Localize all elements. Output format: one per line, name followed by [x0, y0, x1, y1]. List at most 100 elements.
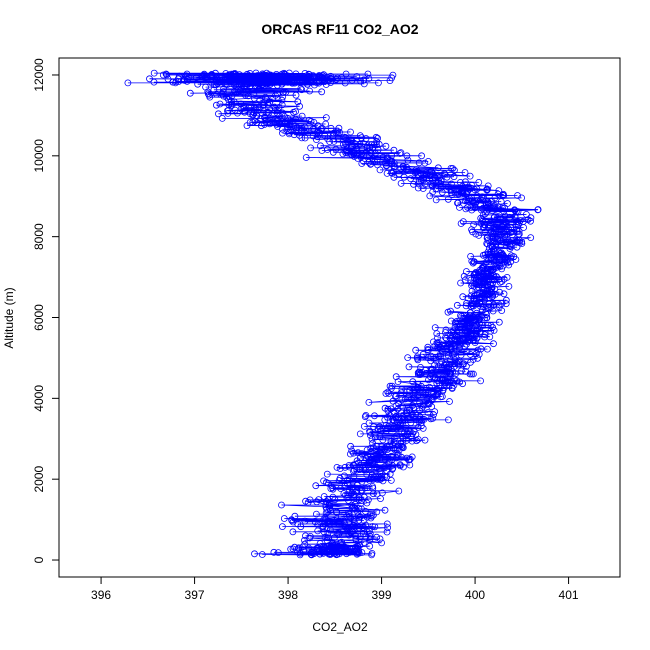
data-point	[450, 166, 458, 174]
data-point	[486, 219, 494, 227]
data-point	[368, 435, 376, 443]
data-point	[243, 70, 251, 78]
data-point	[491, 202, 499, 209]
data-point	[430, 411, 437, 419]
data-point	[404, 431, 412, 439]
data-point	[399, 413, 407, 420]
data-point	[244, 89, 252, 97]
data-point	[503, 273, 511, 281]
data-point	[499, 190, 507, 198]
data-point	[437, 352, 444, 360]
data-point	[395, 487, 403, 495]
data-point	[407, 175, 415, 183]
data-point	[377, 427, 385, 435]
data-point	[373, 533, 381, 541]
data-point	[150, 69, 158, 77]
data-point	[484, 182, 492, 190]
data-point	[270, 548, 278, 556]
y-axis: 0 2000 4000 6000 8000 10000 12000	[32, 58, 60, 563]
data-point	[278, 101, 286, 109]
data-point	[412, 168, 420, 176]
data-point	[320, 477, 328, 485]
data-point	[498, 300, 506, 308]
data-point	[420, 176, 428, 184]
data-point	[150, 78, 158, 86]
data-point	[392, 392, 400, 400]
data-point	[431, 373, 439, 381]
data-point	[484, 198, 492, 205]
data-point	[271, 107, 279, 115]
data-point	[500, 207, 508, 215]
data-point	[365, 453, 373, 461]
y-tick-label: 12000	[32, 58, 46, 92]
data-point	[484, 199, 492, 207]
data-point	[373, 138, 381, 146]
data-point	[295, 544, 303, 552]
data-point	[362, 135, 370, 142]
data-point	[342, 491, 349, 499]
data-point	[219, 88, 227, 96]
data-point	[396, 461, 404, 469]
data-point	[363, 446, 371, 454]
data-point	[376, 423, 384, 431]
data-point	[427, 365, 435, 373]
data-point	[338, 74, 346, 82]
data-point	[421, 159, 429, 167]
data-point	[390, 146, 398, 154]
data-point	[363, 142, 371, 150]
data-point	[432, 353, 440, 361]
data-point	[162, 70, 170, 78]
data-point	[360, 76, 368, 84]
data-point	[232, 70, 239, 78]
data-point	[507, 224, 515, 232]
data-point	[306, 533, 314, 540]
data-point	[227, 70, 235, 78]
data-point	[446, 360, 454, 368]
data-point	[358, 477, 366, 485]
data-point	[302, 154, 310, 161]
data-point	[431, 361, 439, 369]
data-point	[370, 473, 378, 481]
data-point	[527, 214, 535, 222]
data-point	[422, 370, 430, 378]
data-point	[329, 484, 336, 492]
data-point	[431, 173, 439, 181]
data-point	[373, 450, 381, 458]
data-point	[394, 451, 402, 458]
data-point	[366, 512, 374, 519]
data-point	[410, 394, 418, 402]
data-point	[414, 184, 422, 192]
data-point	[365, 75, 373, 82]
data-point	[515, 227, 523, 235]
data-point	[494, 213, 501, 221]
data-point	[400, 173, 408, 181]
data-point	[368, 141, 376, 149]
data-point	[484, 290, 492, 298]
data-point	[448, 328, 456, 336]
data-point	[483, 265, 491, 273]
data-point	[362, 411, 370, 419]
data-point	[397, 179, 405, 187]
data-point	[318, 88, 326, 96]
data-point	[379, 153, 387, 161]
data-point	[514, 208, 522, 216]
data-point	[468, 370, 476, 378]
data-point	[417, 385, 425, 393]
data-point	[356, 430, 364, 438]
data-point	[492, 227, 500, 235]
data-point	[347, 442, 355, 450]
data-point	[478, 193, 486, 201]
data-point	[282, 88, 290, 96]
data-point	[208, 71, 216, 78]
data-point	[424, 345, 432, 353]
data-point	[367, 448, 375, 456]
data-point	[357, 77, 365, 85]
data-point	[472, 291, 479, 299]
data-point	[450, 173, 458, 181]
data-point	[296, 102, 304, 110]
data-point	[311, 518, 319, 526]
data-point	[333, 508, 341, 516]
data-point	[512, 237, 520, 245]
data-point	[484, 185, 492, 193]
data-point	[381, 444, 389, 452]
